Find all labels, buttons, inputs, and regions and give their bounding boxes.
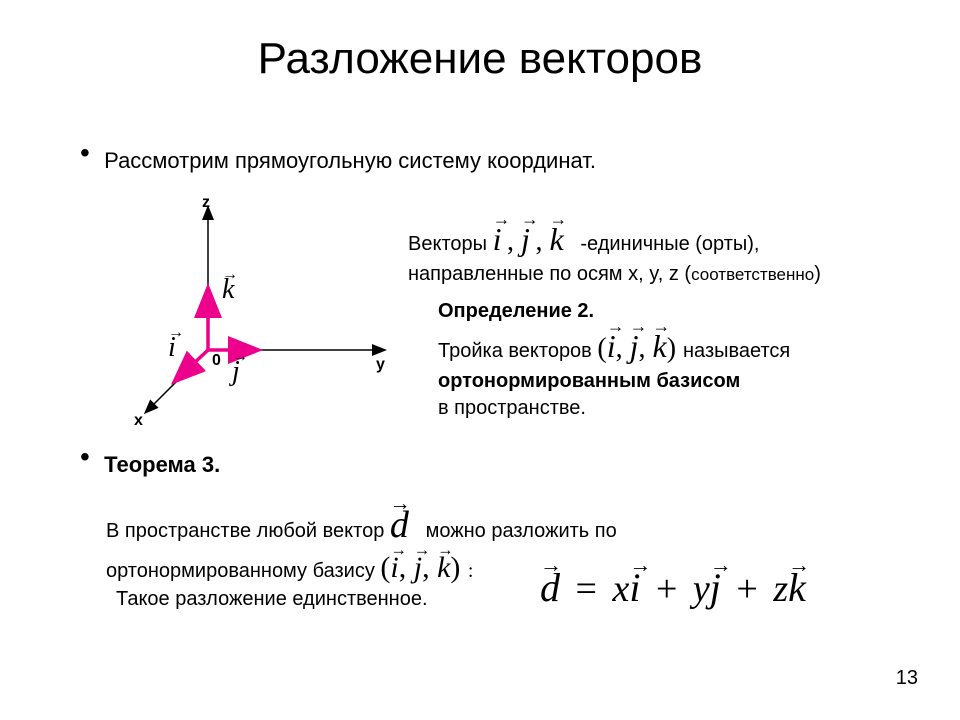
unit-vectors-text: Векторы i , j , k -единичные (орты), нап… (408, 218, 928, 288)
vec-j-icon: j (414, 548, 422, 589)
page-number: 13 (896, 667, 918, 690)
def2-title: Определение 2. (438, 300, 594, 322)
k-vec-label: → k (222, 274, 234, 306)
txt: Такое разложение единственное. (116, 588, 428, 610)
theorem-title: Теорема 3. (104, 452, 220, 477)
i-vec-label: → i (168, 332, 176, 364)
vec-i-icon: i (629, 564, 640, 611)
txt: В пространстве любой вектор (106, 520, 390, 542)
paren: ) (667, 333, 683, 364)
comma: , (535, 226, 549, 257)
x-term: x (612, 568, 629, 610)
z-label: z (202, 194, 210, 212)
intro-text: Рассмотрим прямоугольную систему координ… (104, 148, 596, 173)
txt: ) (814, 263, 821, 285)
vec-k-icon: k (437, 548, 450, 589)
slide-title: Разложение векторов (0, 34, 960, 84)
txt: направленные по осям x, y, z ( (408, 263, 691, 285)
x-label: x (134, 412, 143, 430)
theorem-line-3: Такое разложение единственное. (116, 586, 428, 613)
comma: , (616, 333, 630, 364)
coordinate-diagram: z y x 0 → k → j → i (96, 200, 396, 430)
vec-j-icon: j (630, 325, 639, 368)
plus-icon: + (650, 568, 683, 610)
txt: ортонормированным базисом (438, 370, 740, 392)
z-term: z (773, 568, 788, 610)
txt: можно разложить по (426, 520, 617, 542)
txt: Векторы (408, 233, 493, 255)
txt: соответственно (691, 265, 814, 284)
txt: ортонормированному базису (106, 560, 380, 582)
txt: Тройка векторов (438, 340, 597, 362)
arrow-icon: → (222, 266, 238, 284)
txt: : (468, 560, 474, 582)
definition-2: Определение 2. Тройка векторов (i, j, k)… (438, 298, 938, 422)
j-vec-label: → j (232, 356, 240, 388)
diagram-svg (96, 200, 396, 430)
i-vector (176, 350, 208, 380)
txt: -единичные (орты), (580, 233, 759, 255)
txt: называется (683, 340, 790, 362)
arrow-icon: → (232, 348, 248, 366)
vec-i-icon: i (493, 218, 502, 261)
comma: , (638, 333, 652, 364)
bullet-dot-icon: • (80, 146, 98, 160)
vec-k-icon: k (788, 564, 806, 611)
y-term: y (693, 568, 710, 610)
intro-bullet: • Рассмотрим прямоугольную систему коорд… (80, 148, 596, 174)
bullet-dot-icon: • (80, 450, 98, 464)
comma: , (507, 226, 521, 257)
equals-icon: = (570, 568, 603, 610)
txt: в пространстве. (438, 397, 586, 419)
paren: ( (380, 551, 390, 584)
y-label: y (376, 356, 385, 374)
theorem-bullet: • Теорема 3. (80, 452, 220, 478)
vec-i-icon: i (607, 325, 616, 368)
decomposition-formula: d = xi + yj + zk (540, 564, 806, 611)
origin-label: 0 (212, 352, 221, 370)
vec-j-icon: j (710, 564, 721, 611)
vec-k-icon: k (652, 325, 666, 368)
vec-d-icon: d (540, 564, 560, 611)
vec-i-icon: i (390, 548, 398, 589)
paren: ( (597, 333, 606, 364)
vec-k-icon: k (549, 218, 563, 261)
plus-icon: + (730, 568, 763, 610)
vec-j-icon: j (521, 218, 530, 261)
theorem-line-1: В пространстве любой вектор d можно разл… (106, 500, 926, 551)
arrow-icon: → (168, 324, 184, 342)
